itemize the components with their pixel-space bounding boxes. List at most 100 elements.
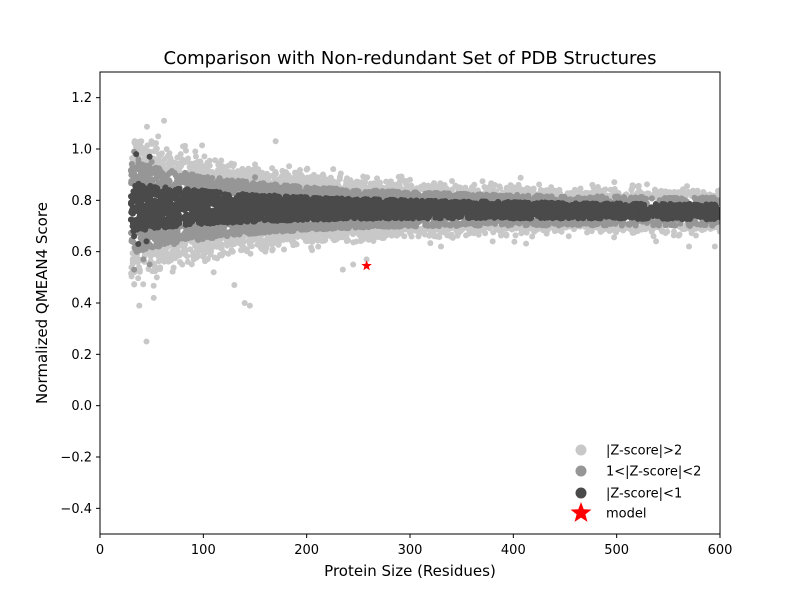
data-point-z-gt-2 bbox=[653, 238, 660, 245]
data-point-z-gt-2 bbox=[143, 123, 150, 130]
data-point-z-gt-2 bbox=[334, 234, 341, 241]
data-point-z-gt-2 bbox=[324, 232, 331, 239]
chart-title: Comparison with Non-redundant Set of PDB… bbox=[164, 48, 657, 69]
data-point-z-gt-2 bbox=[263, 237, 270, 244]
data-point-z-gt-2 bbox=[543, 230, 550, 237]
data-point-z-gt-2 bbox=[524, 185, 531, 192]
data-point-z-gt-2 bbox=[692, 232, 699, 239]
data-point-z-gt-2 bbox=[463, 232, 470, 239]
data-point-z-gt-2 bbox=[153, 145, 160, 152]
data-point-z-gt-2 bbox=[670, 232, 677, 239]
data-point-z-gt-2 bbox=[270, 239, 277, 246]
data-point-z-gt-2 bbox=[364, 174, 371, 181]
data-point-z-gt-2 bbox=[589, 181, 596, 188]
data-point-z-gt-2 bbox=[716, 224, 720, 231]
data-point-z-gt-2 bbox=[327, 174, 334, 181]
data-point-z-gt-2 bbox=[215, 166, 222, 173]
data-point-z-gt-2 bbox=[286, 163, 293, 170]
data-point-z-gt-2 bbox=[199, 142, 206, 149]
data-point-z-gt-2 bbox=[518, 230, 525, 237]
data-point-z-gt-2 bbox=[155, 258, 162, 265]
data-point-z-gt-2 bbox=[497, 185, 504, 192]
data-point-z-gt-2 bbox=[523, 240, 530, 247]
data-point-z-gt-2 bbox=[276, 234, 283, 241]
data-point-z-gt-2 bbox=[309, 247, 316, 254]
data-point-z-1-2 bbox=[648, 195, 655, 202]
data-point-z-gt-2 bbox=[235, 239, 242, 246]
data-point-z-gt-2 bbox=[350, 239, 357, 246]
data-point-z-gt-2 bbox=[582, 189, 589, 196]
data-point-z-gt-2 bbox=[537, 186, 544, 193]
data-point-z-gt-2 bbox=[259, 171, 266, 178]
data-point-z-gt-2 bbox=[265, 173, 272, 180]
data-point-z-gt-2 bbox=[165, 258, 172, 265]
data-point-z-gt-2 bbox=[613, 229, 620, 236]
data-point-z-gt-2 bbox=[315, 243, 322, 250]
data-point-z-gt-2 bbox=[378, 229, 385, 236]
data-point-z-gt-2 bbox=[441, 182, 448, 189]
data-point-z-gt-2 bbox=[150, 282, 157, 289]
data-point-z-gt-2 bbox=[147, 249, 154, 256]
data-point-z-gt-2 bbox=[296, 166, 303, 173]
data-point-z-gt-2 bbox=[200, 163, 207, 170]
data-point-z-gt-2 bbox=[584, 229, 591, 236]
data-point-z-gt-2 bbox=[190, 256, 197, 263]
data-point-z-gt-2 bbox=[565, 233, 572, 240]
data-point-z-gt-2 bbox=[245, 237, 252, 244]
data-point-z-gt-2 bbox=[611, 179, 618, 186]
data-point-z-gt-2 bbox=[214, 255, 221, 262]
data-point-z-gt-2 bbox=[680, 186, 687, 193]
data-point-z-gt-2 bbox=[180, 159, 187, 166]
data-point-z-gt-2 bbox=[529, 233, 536, 240]
data-point-z-gt-2 bbox=[644, 181, 651, 188]
data-point-z-gt-2 bbox=[635, 182, 642, 189]
data-point-z-gt-2 bbox=[488, 180, 495, 187]
data-point-z-gt-2 bbox=[471, 181, 478, 188]
data-point-z-gt-2 bbox=[239, 245, 246, 252]
data-point-z-gt-2 bbox=[196, 247, 203, 254]
data-point-z-gt-2 bbox=[141, 151, 148, 158]
data-point-z-gt-2 bbox=[225, 250, 232, 257]
data-point-z-gt-2 bbox=[415, 228, 422, 235]
data-point-z-gt-2 bbox=[371, 233, 378, 240]
data-point-z-gt-2 bbox=[479, 178, 486, 185]
data-point-z-gt-2 bbox=[269, 246, 276, 253]
data-point-z-gt-2 bbox=[300, 233, 307, 240]
data-point-z-gt-2 bbox=[420, 184, 427, 191]
data-point-z-gt-2 bbox=[377, 179, 384, 186]
data-point-z-gt-2 bbox=[250, 166, 257, 173]
data-point-z-gt-2 bbox=[462, 184, 469, 191]
data-point-z-gt-2 bbox=[215, 242, 222, 249]
data-point-z-gt-2 bbox=[231, 161, 238, 168]
data-point-z-gt-2 bbox=[512, 232, 519, 239]
data-point-z-gt-2 bbox=[629, 229, 636, 236]
data-point-z-gt-2 bbox=[131, 281, 138, 288]
data-point-z-gt-2 bbox=[440, 227, 447, 234]
data-point-z-gt-2 bbox=[155, 157, 162, 164]
data-point-z-gt-2 bbox=[182, 248, 189, 255]
data-point-z-gt-2 bbox=[254, 241, 261, 248]
data-point-z-gt-2 bbox=[206, 162, 213, 169]
data-point-z-gt-2 bbox=[292, 240, 299, 247]
data-point-z-gt-2 bbox=[177, 259, 184, 266]
data-point-z-gt-2 bbox=[446, 232, 453, 239]
data-point-z-gt-2 bbox=[455, 184, 462, 191]
data-point-z-gt-2 bbox=[201, 153, 208, 160]
data-point-z-gt-2 bbox=[330, 166, 337, 173]
data-point-z-gt-2 bbox=[523, 229, 530, 236]
data-point-z-gt-2 bbox=[449, 178, 456, 185]
data-point-z-gt-2 bbox=[279, 167, 286, 174]
data-point-z-gt-2 bbox=[155, 151, 162, 158]
data-point-z-gt-2 bbox=[252, 235, 259, 242]
data-point-z-gt-2 bbox=[212, 157, 219, 164]
data-point-z-gt-2 bbox=[407, 228, 414, 235]
data-point-z-gt-2 bbox=[144, 142, 151, 149]
data-point-z-gt-2 bbox=[356, 231, 363, 238]
scatter-points bbox=[128, 117, 720, 345]
data-point-z-gt-2 bbox=[530, 185, 537, 192]
data-point-z-gt-2 bbox=[650, 233, 657, 240]
data-point-z-gt-2 bbox=[140, 281, 147, 288]
data-point-z-gt-2 bbox=[281, 246, 288, 253]
data-point-z-gt-2 bbox=[383, 178, 390, 185]
data-point-z-gt-2 bbox=[224, 242, 231, 249]
